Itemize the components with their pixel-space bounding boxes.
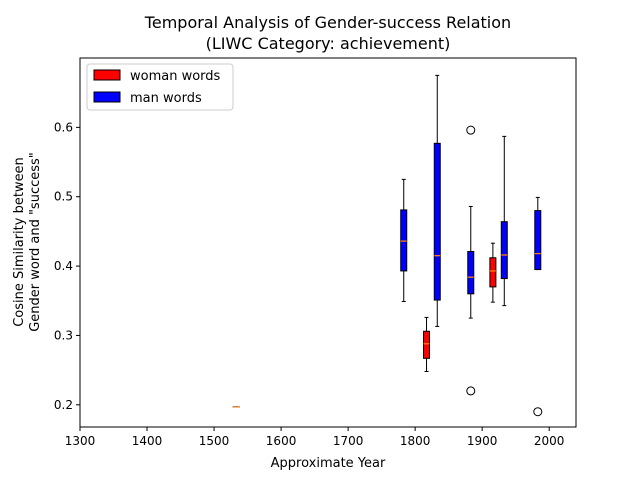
box-plot [533, 196, 543, 417]
chart-subtitle: (LIWC Category: achievement) [206, 34, 451, 53]
box-plot [500, 135, 508, 307]
y-tick-label: 0.3 [54, 328, 73, 342]
box [467, 251, 475, 295]
outlier-point [466, 125, 476, 135]
x-tick-label: 1400 [132, 434, 163, 448]
box [433, 142, 441, 301]
box-series [232, 74, 543, 417]
box-plot [433, 74, 441, 327]
box [423, 330, 431, 359]
outlier-point [533, 407, 543, 417]
x-tick-label: 2000 [534, 434, 565, 448]
chart-title: Temporal Analysis of Gender-success Rela… [144, 13, 511, 32]
box-plot [489, 242, 497, 303]
legend-frame [86, 63, 234, 111]
x-tick-label: 1700 [333, 434, 364, 448]
y-axis: 0.2 0.3 0.4 0.5 0.6 [54, 120, 80, 412]
plot-area [79, 57, 577, 428]
y-axis-label-line2: Gender word and "success" [28, 152, 43, 332]
legend: woman words man words [86, 63, 234, 111]
box [534, 210, 542, 271]
x-tick-label: 1600 [266, 434, 297, 448]
box-plot [423, 316, 431, 373]
legend-label-woman: woman words [130, 69, 221, 84]
x-tick-label: 1900 [467, 434, 498, 448]
y-tick-label: 0.2 [54, 398, 73, 412]
y-tick-label: 0.4 [54, 259, 73, 273]
legend-swatch-man [93, 91, 121, 103]
box-plot [466, 125, 476, 396]
plot-frame [79, 57, 577, 428]
box [489, 257, 497, 288]
legend-swatch-woman [93, 69, 121, 81]
box [400, 209, 408, 272]
y-axis-label-line1: Cosine Similarity between [12, 157, 27, 327]
x-tick-label: 1800 [400, 434, 431, 448]
legend-label-man: man words [130, 91, 202, 106]
box-plot [400, 178, 408, 302]
x-axis: 1300 1400 1500 1600 1700 1800 1900 2000 [65, 427, 565, 448]
x-axis-label: Approximate Year [271, 456, 386, 471]
x-tick-label: 1300 [65, 434, 96, 448]
x-tick-label: 1500 [199, 434, 230, 448]
y-tick-label: 0.6 [54, 120, 73, 134]
outlier-point [466, 386, 476, 396]
y-tick-label: 0.5 [54, 190, 73, 204]
box [500, 221, 508, 280]
